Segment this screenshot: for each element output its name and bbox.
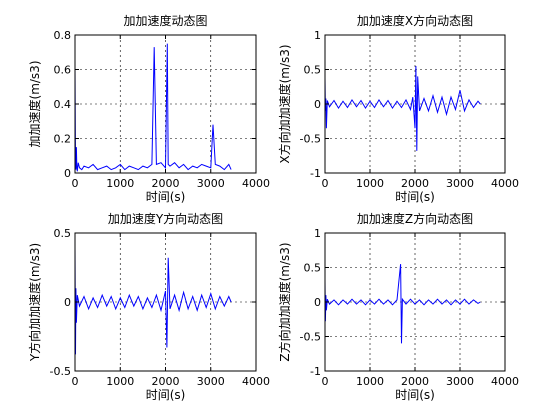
x-tick-label: 4000: [242, 177, 270, 190]
y-tick-label: 0: [64, 167, 71, 180]
y-tick-label: 0.5: [304, 262, 322, 275]
x-tick-label: 0: [322, 375, 329, 388]
x-axis-label: 时间(s): [395, 388, 435, 402]
y-tick-label: 0.8: [54, 29, 72, 42]
y-tick-label: -0.5: [300, 331, 321, 344]
chart-title: 加加速度Z方向动态图: [357, 211, 473, 226]
y-tick-label: -0.5: [50, 365, 71, 378]
series-line: [74, 43, 232, 172]
chart-panel-2: 0 1000 2000 3000 4000 -1 -0.5 0 0.5 1 加加速度X方向动态图时间…: [277, 13, 519, 204]
x-tick-label: 3000: [446, 375, 474, 388]
x-tick-label: 0: [72, 177, 79, 190]
x-tick-label: 2000: [401, 177, 429, 190]
x-tick-label: 3000: [446, 177, 474, 190]
y-tick-label: 0: [314, 296, 321, 309]
x-tick-label: 1000: [356, 375, 384, 388]
chart-panel-3: 0 1000 2000 3000 4000-0.500.5加加速度Y方向动态图时间(s)…: [27, 211, 270, 402]
x-tick-label: 4000: [242, 375, 270, 388]
y-axis-label: 加加速度(m/s3): [27, 61, 42, 148]
y-axis-label: X方向加加速度(m/s3): [277, 44, 292, 163]
series-line: [324, 65, 481, 151]
y-tick-label: 0.4: [54, 98, 72, 111]
x-tick-label: 0: [322, 177, 329, 190]
series-line: [74, 246, 232, 355]
chart-title: 加加速度Y方向动态图: [108, 211, 223, 226]
y-axis-label: Y方向加加速度(m/s3): [27, 243, 42, 362]
x-axis-label: 时间(s): [146, 388, 186, 402]
y-tick-label: 1: [314, 227, 321, 240]
y-tick-label: -0.5: [300, 133, 321, 146]
y-tick-label: 1: [314, 29, 321, 42]
x-tick-label: 1000: [106, 375, 134, 388]
y-tick-label: 0: [314, 98, 321, 111]
chart-panel-1: 0 1000 2000 3000 4000 0 0.2 0.4 0.6 0.8 加加速度动态图时间(…: [27, 13, 270, 204]
y-tick-label: -1: [310, 167, 321, 180]
series-line: [324, 264, 481, 344]
x-axis-label: 时间(s): [395, 190, 435, 204]
x-tick-label: 4000: [491, 177, 519, 190]
x-tick-label: 3000: [197, 177, 225, 190]
y-tick-label: 0.5: [54, 227, 72, 240]
y-tick-label: 0.5: [304, 64, 322, 77]
y-tick-label: 0: [64, 296, 71, 309]
y-axis-label: Z方向加加速度(m/s3): [277, 242, 292, 361]
y-tick-label: 0.6: [54, 64, 72, 77]
x-tick-label: 2000: [152, 177, 180, 190]
x-tick-label: 2000: [401, 375, 429, 388]
y-tick-label: -1: [310, 365, 321, 378]
chart-title: 加加速度动态图: [123, 13, 207, 28]
x-axis-label: 时间(s): [146, 190, 186, 204]
chart-title: 加加速度X方向动态图: [357, 13, 473, 28]
chart-panel-4: 0 1000 2000 3000 4000 -1 -0.5 0 0.5 1 加加速度Z方向动态图时间…: [277, 211, 519, 402]
x-tick-label: 0: [72, 375, 79, 388]
x-tick-label: 3000: [197, 375, 225, 388]
y-tick-label: 0.2: [54, 133, 72, 146]
x-tick-label: 2000: [152, 375, 180, 388]
x-tick-label: 1000: [106, 177, 134, 190]
x-tick-label: 1000: [356, 177, 384, 190]
x-tick-label: 4000: [491, 375, 519, 388]
